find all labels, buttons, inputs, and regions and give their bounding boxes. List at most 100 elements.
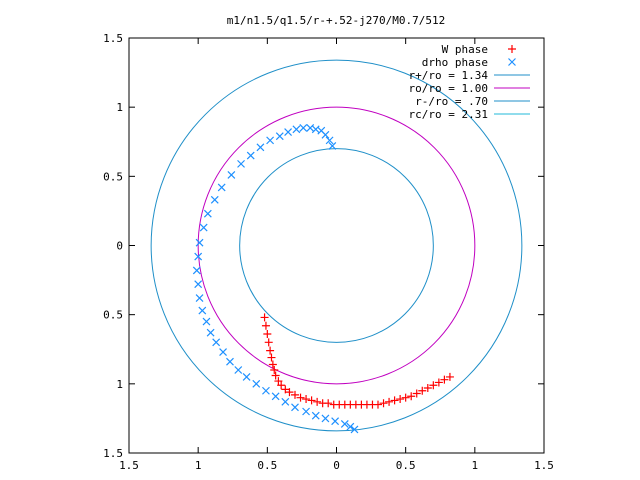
chart-title: m1/n1.5/q1.5/r-+.52-j270/M0.7/512 [227, 14, 446, 27]
data-point [260, 313, 269, 322]
series-w-phase [260, 313, 454, 409]
data-point [202, 317, 211, 326]
legend-marker [508, 58, 516, 66]
data-point [324, 399, 333, 408]
data-point [328, 141, 337, 150]
data-point [262, 386, 270, 395]
data-point [396, 395, 405, 404]
y-tick-label: 1 [116, 378, 123, 391]
data-point [331, 417, 340, 426]
legend-label: rc/ro = 2.31 [409, 108, 488, 121]
data-point [292, 125, 301, 134]
data-point [302, 395, 311, 404]
data-point [242, 372, 251, 381]
data-point [440, 375, 449, 384]
circle-ro [197, 106, 476, 385]
x-tick-label: 1.5 [534, 459, 554, 472]
data-point [274, 377, 283, 386]
data-point [237, 159, 245, 168]
data-point [307, 396, 316, 405]
data-point [195, 238, 204, 247]
data-point [275, 132, 284, 141]
data-point [281, 397, 290, 406]
data-point [227, 171, 236, 179]
data-point [256, 143, 265, 152]
x-tick-label: 0.5 [257, 459, 277, 472]
data-point [281, 385, 290, 394]
data-point [246, 151, 255, 160]
y-tick-label: 1 [116, 101, 123, 114]
circle-r- [239, 148, 434, 343]
y-tick-label: 0.5 [103, 170, 123, 183]
data-point [401, 393, 410, 402]
data-point [379, 399, 388, 408]
data-point [210, 195, 219, 204]
data-point [266, 346, 275, 355]
data-point [340, 420, 349, 428]
y-tick-label: 1.5 [103, 32, 123, 45]
data-point [264, 338, 273, 347]
data-point [291, 390, 299, 399]
data-point [217, 183, 226, 192]
data-point [285, 388, 294, 397]
data-point [311, 411, 320, 420]
legend-label: r+/ro = 1.34 [409, 69, 489, 82]
data-point [434, 378, 443, 387]
data-point [263, 330, 272, 339]
data-point [199, 223, 208, 232]
data-point [277, 381, 286, 390]
data-point [325, 136, 334, 145]
x-axis: 1.5 1 0.5 0 0.5 1 1.5 [119, 38, 554, 472]
y-tick-label: 0 [116, 240, 123, 253]
data-point [346, 422, 355, 431]
circle-r+ [150, 59, 523, 432]
data-point [195, 294, 204, 302]
x-tick-label: 1 [195, 459, 202, 472]
data-point [219, 348, 227, 356]
data-point [350, 425, 359, 434]
data-point [203, 209, 212, 218]
x-tick-label: 0.5 [396, 459, 416, 472]
data-point [261, 321, 270, 330]
data-point [418, 386, 427, 395]
data-point [270, 366, 279, 374]
circle-layer [150, 59, 523, 432]
legend-marker [508, 45, 516, 53]
data-point [390, 396, 399, 405]
data-point [212, 338, 221, 347]
data-point [374, 400, 382, 409]
data-point [194, 280, 203, 289]
data-point [407, 392, 416, 401]
data-point [194, 252, 203, 261]
data-point [267, 353, 276, 362]
legend-label: W phase [442, 43, 488, 56]
series-drho-phase [192, 123, 359, 434]
data-point [234, 366, 243, 374]
data-point [296, 393, 305, 402]
data-point [302, 407, 310, 416]
data-point [226, 357, 234, 366]
data-point [284, 128, 293, 136]
data-point [252, 379, 261, 388]
data-point [313, 397, 322, 406]
data-point [271, 392, 280, 401]
series-layer [192, 123, 454, 434]
data-point [385, 397, 394, 406]
data-point [206, 328, 215, 337]
y-axis: 1.5 1 0.5 0 0.5 1 1.5 [103, 32, 544, 460]
data-point [429, 381, 438, 390]
data-point [306, 123, 315, 132]
legend-label: ro/ro = 1.00 [409, 82, 488, 95]
data-point [198, 306, 207, 315]
data-point [291, 403, 299, 412]
legend-label: r-/ro = .70 [415, 95, 488, 108]
data-point [271, 371, 280, 380]
y-tick-label: 0.5 [103, 309, 123, 322]
data-point [423, 383, 432, 392]
data-point [299, 123, 308, 132]
data-point [266, 136, 275, 145]
y-tick-label: 1.5 [103, 447, 123, 460]
data-point [445, 372, 454, 381]
